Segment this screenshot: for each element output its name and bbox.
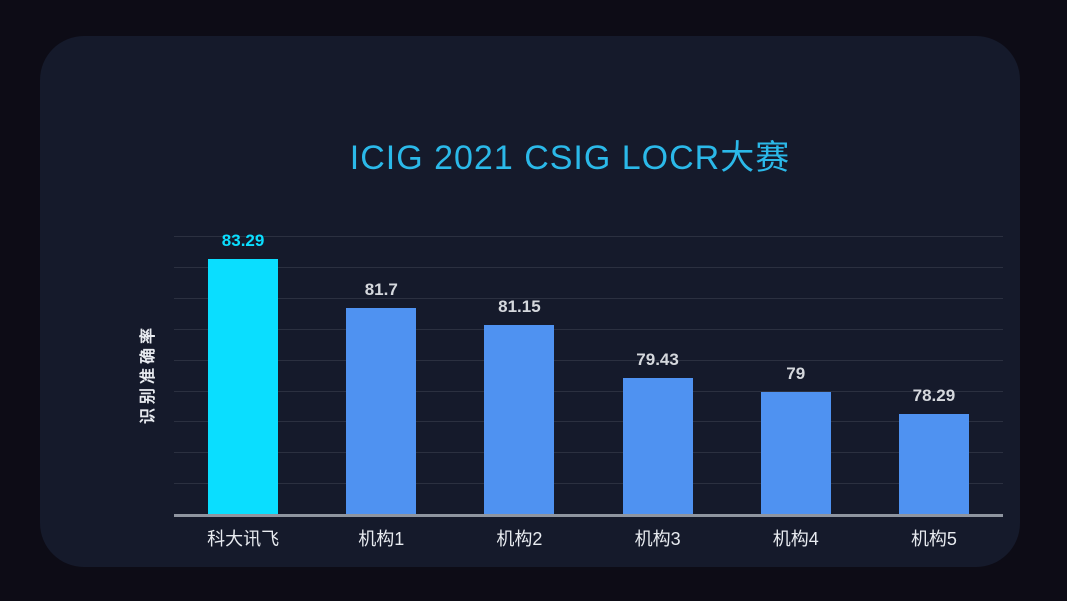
bar-机构2 (484, 325, 555, 515)
chart-title: ICIG 2021 CSIG LOCR大赛 (349, 139, 791, 177)
bar-value-label: 79 (786, 363, 806, 383)
x-axis-label-机构2: 机构2 (496, 529, 543, 549)
gridline (174, 236, 1003, 238)
x-axis-label-机构5: 机构5 (910, 529, 957, 549)
bar-value-label: 83.29 (221, 231, 265, 251)
x-axis-line (174, 514, 1003, 517)
bar-value-label: 81.15 (498, 297, 541, 317)
gridline (174, 359, 1003, 361)
bar-value-label: 79.43 (636, 350, 679, 370)
plot-area: 83.29 81.7 81.15 79.43 79 78.29 科大讯飞 机构1 机构2 机构3… (174, 222, 1003, 549)
gridline (174, 328, 1003, 330)
x-axis-label-科大讯飞: 科大讯飞 (207, 529, 280, 549)
x-axis-label-机构3: 机构3 (634, 529, 681, 549)
y-axis-label-text: 识别准确率 (140, 323, 157, 425)
x-axis-labels: 科大讯飞 机构1 机构2 机构3 机构4 机构5 (174, 525, 1003, 551)
bar-value-label: 78.29 (912, 385, 956, 405)
bar-机构1 (346, 308, 417, 515)
gridline (174, 267, 1003, 269)
gridline (174, 483, 1003, 485)
gridline (174, 390, 1003, 392)
x-axis-label-机构1: 机构1 (358, 529, 405, 549)
chart-card: ICIG 2021 CSIG LOCR大赛 识别准确率 83.29 81.7 81.… (40, 36, 1020, 567)
gridline (174, 421, 1003, 423)
gridline (174, 452, 1003, 454)
bar-机构3 (622, 378, 693, 515)
bar-机构4 (760, 391, 831, 515)
bar-机构5 (898, 413, 969, 515)
gridline (174, 298, 1003, 300)
x-axis-label-机构4: 机构4 (772, 529, 819, 549)
bar-科大讯飞 (208, 259, 279, 515)
bar-value-label: 81.7 (364, 280, 398, 300)
